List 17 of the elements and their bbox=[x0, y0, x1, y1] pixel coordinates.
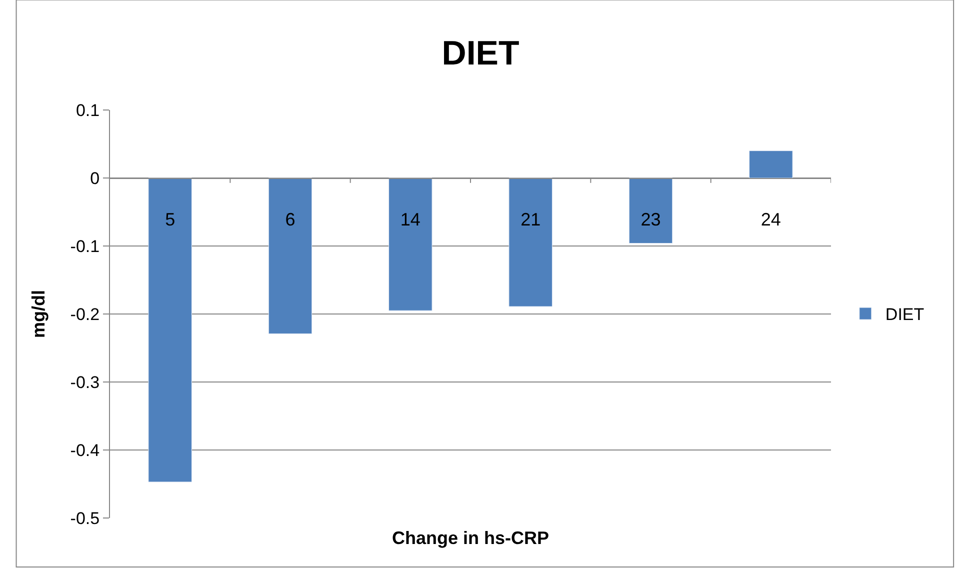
x-tick-label: 14 bbox=[400, 210, 420, 230]
y-axis-title: mg/dl bbox=[28, 290, 49, 338]
x-axis-title: Change in hs-CRP bbox=[392, 528, 550, 548]
y-tick-label: -0.4 bbox=[70, 440, 100, 460]
x-tick-label: 23 bbox=[640, 210, 661, 230]
chart-title: DIET bbox=[442, 34, 520, 73]
y-tick-label: -0.2 bbox=[70, 304, 100, 324]
y-tick-label: -0.1 bbox=[70, 236, 100, 256]
y-tick-label: 0.1 bbox=[76, 100, 100, 120]
y-tick-label: -0.3 bbox=[70, 372, 100, 392]
x-tick-label: 6 bbox=[285, 210, 296, 230]
y-tick-label: -0.5 bbox=[70, 508, 100, 528]
legend-label: DIET bbox=[885, 305, 924, 324]
x-tick-label: 24 bbox=[760, 210, 781, 230]
x-tick-label: 21 bbox=[520, 210, 541, 230]
x-tick-label: 5 bbox=[165, 210, 176, 230]
y-tick-label: 0 bbox=[90, 168, 100, 188]
